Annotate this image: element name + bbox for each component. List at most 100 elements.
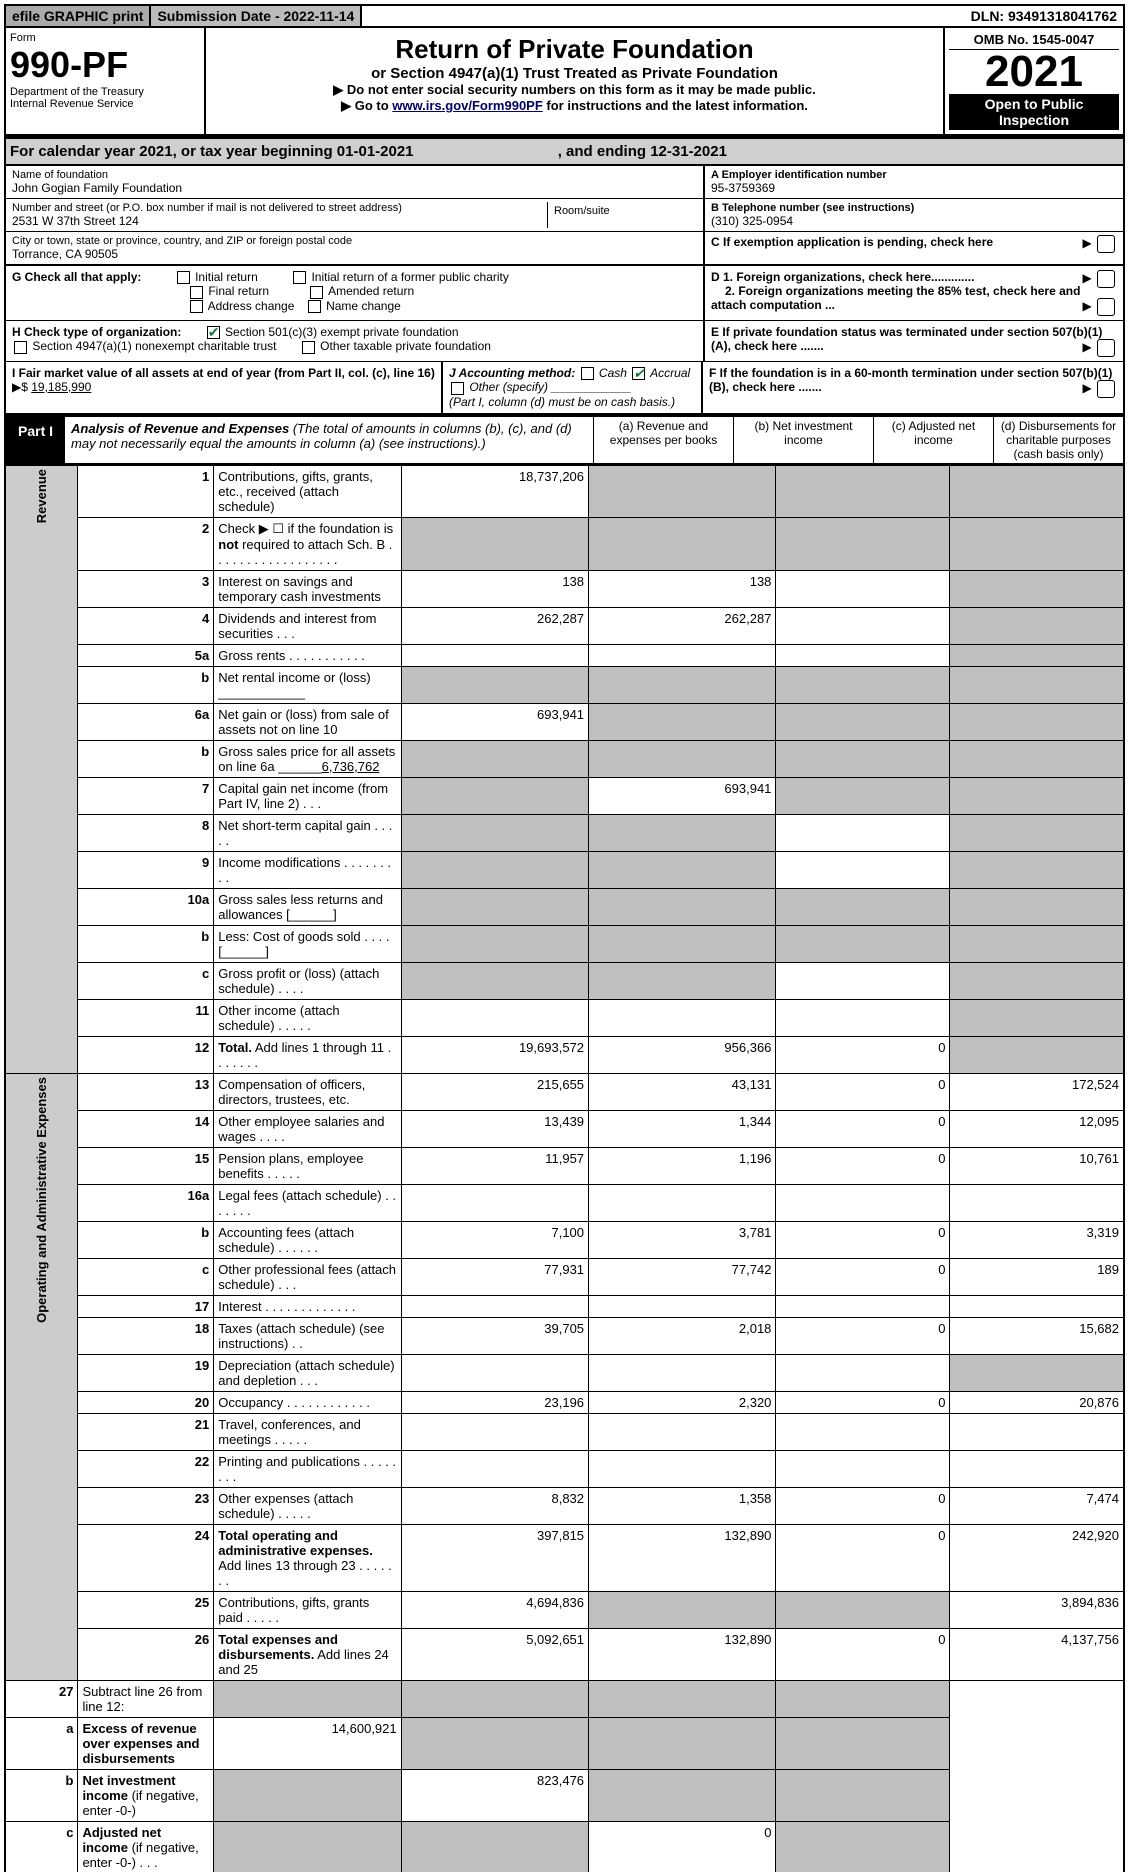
row-num: 13 (78, 1073, 214, 1110)
g-opt-initial: Initial return (195, 270, 258, 284)
cell-col-b: 1,196 (589, 1147, 776, 1184)
h-other-checkbox[interactable] (302, 341, 315, 354)
cell-col-c (776, 644, 950, 666)
section-side-label: Revenue (5, 465, 78, 1073)
addr-label: Number and street (or P.O. box number if… (12, 202, 547, 214)
row-num: 17 (78, 1295, 214, 1317)
d1-checkbox[interactable] (1097, 270, 1115, 288)
cell-col-b (589, 1295, 776, 1317)
cell-col-d (950, 570, 1124, 607)
table-row: 2Check ▶ ☐ if the foundation is not requ… (5, 517, 1124, 570)
cell-col-b: 823,476 (401, 1769, 588, 1821)
city-label: City or town, state or province, country… (12, 235, 697, 247)
g-address-checkbox[interactable] (190, 300, 203, 313)
table-row: bLess: Cost of goods sold . . . . [_____… (5, 925, 1124, 962)
row-num: 15 (78, 1147, 214, 1184)
cell-col-d (776, 1821, 950, 1872)
row-num: c (5, 1821, 78, 1872)
table-row: 27Subtract line 26 from line 12: (5, 1680, 1124, 1717)
cell-col-b: 132,890 (589, 1628, 776, 1680)
cell-col-b: 138 (589, 570, 776, 607)
form-990pf-page: efile GRAPHIC print Submission Date - 20… (0, 0, 1129, 1872)
cell-col-c: 0 (776, 1073, 950, 1110)
dln: DLN: 93491318041762 (965, 6, 1123, 26)
ein-value: 95-3759369 (711, 181, 1117, 195)
j-other: Other (specify) (469, 380, 548, 394)
j-cash-checkbox[interactable] (581, 367, 594, 380)
row-desc: Capital gain net income (from Part IV, l… (214, 777, 401, 814)
g-opt-address: Address change (208, 299, 295, 313)
g-left: G Check all that apply: Initial return I… (6, 266, 703, 320)
cell-col-c (776, 607, 950, 644)
row-desc: Excess of revenue over expenses and disb… (78, 1717, 214, 1769)
cell-col-d: 12,095 (950, 1110, 1124, 1147)
part1-tab: Part I (6, 417, 65, 463)
table-row: 7Capital gain net income (from Part IV, … (5, 777, 1124, 814)
g-amended-checkbox[interactable] (310, 286, 323, 299)
cell-col-c (776, 888, 950, 925)
cell-col-d (776, 1769, 950, 1821)
cell-col-c: 0 (776, 1487, 950, 1524)
table-row: 25Contributions, gifts, grants paid . . … (5, 1591, 1124, 1628)
cell-col-c: 0 (589, 1821, 776, 1872)
table-row: 3Interest on savings and temporary cash … (5, 570, 1124, 607)
e-section: E If private foundation status was termi… (703, 321, 1123, 361)
street-address: 2531 W 37th Street 124 (12, 214, 547, 228)
cell-col-b (401, 1821, 588, 1872)
name-label: Name of foundation (12, 169, 697, 181)
cell-col-d (950, 703, 1124, 740)
i-label: I Fair market value of all assets at end… (12, 366, 435, 380)
j-other-checkbox[interactable] (451, 382, 464, 395)
cell-col-a (401, 814, 588, 851)
row-desc: Gross sales less returns and allowances … (214, 888, 401, 925)
cell-col-c: 0 (776, 1628, 950, 1680)
form-link[interactable]: www.irs.gov/Form990PF (392, 98, 543, 113)
efile-print[interactable]: efile GRAPHIC print (6, 6, 151, 26)
row-desc: Gross profit or (loss) (attach schedule)… (214, 962, 401, 999)
f-checkbox[interactable] (1097, 380, 1115, 398)
cell-col-b (401, 1717, 588, 1769)
c-checkbox[interactable] (1097, 235, 1115, 253)
h-4947-checkbox[interactable] (14, 341, 27, 354)
g-final-checkbox[interactable] (190, 286, 203, 299)
h-row: H Check type of organization: Section 50… (4, 321, 1125, 362)
d2-checkbox[interactable] (1097, 298, 1115, 316)
cell-col-b (589, 740, 776, 777)
g-name-checkbox[interactable] (308, 300, 321, 313)
row-desc: Net rental income or (loss) ____________ (214, 666, 401, 703)
cell-col-a (401, 777, 588, 814)
row-num: b (78, 666, 214, 703)
cell-col-b (589, 925, 776, 962)
cell-col-d (950, 851, 1124, 888)
row-desc: Depreciation (attach schedule) and deple… (214, 1354, 401, 1391)
table-row: 16aLegal fees (attach schedule) . . . . … (5, 1184, 1124, 1221)
row-desc: Pension plans, employee benefits . . . .… (214, 1147, 401, 1184)
row-num: 4 (78, 607, 214, 644)
room-label: Room/suite (554, 205, 691, 217)
row-desc: Printing and publications . . . . . . . … (214, 1450, 401, 1487)
g-opt-name: Name change (326, 299, 401, 313)
j-accrual-checkbox[interactable] (632, 367, 645, 380)
row-num: 25 (78, 1591, 214, 1628)
e-checkbox[interactable] (1097, 339, 1115, 357)
j-label: J Accounting method: (449, 366, 575, 380)
cell-col-d: 242,920 (950, 1524, 1124, 1591)
cell-col-d (950, 925, 1124, 962)
cell-col-d (950, 962, 1124, 999)
top-bar: efile GRAPHIC print Submission Date - 20… (4, 4, 1125, 28)
col-a-header: (a) Revenue and expenses per books (593, 417, 733, 463)
c-label: C If exemption application is pending, c… (711, 235, 993, 249)
cell-col-c (776, 814, 950, 851)
g-initial-former-checkbox[interactable] (293, 271, 306, 284)
h-501c3-checkbox[interactable] (207, 326, 220, 339)
row-num: a (5, 1717, 78, 1769)
cell-col-d (950, 999, 1124, 1036)
row-desc: Gross rents . . . . . . . . . . . (214, 644, 401, 666)
g-initial-checkbox[interactable] (177, 271, 190, 284)
f-section: F If the foundation is in a 60-month ter… (703, 362, 1123, 413)
cell-col-c: 0 (776, 1524, 950, 1591)
cell-col-b (589, 1413, 776, 1450)
cell-col-b (589, 888, 776, 925)
row-num: 26 (78, 1628, 214, 1680)
cell-col-c (589, 1680, 776, 1717)
